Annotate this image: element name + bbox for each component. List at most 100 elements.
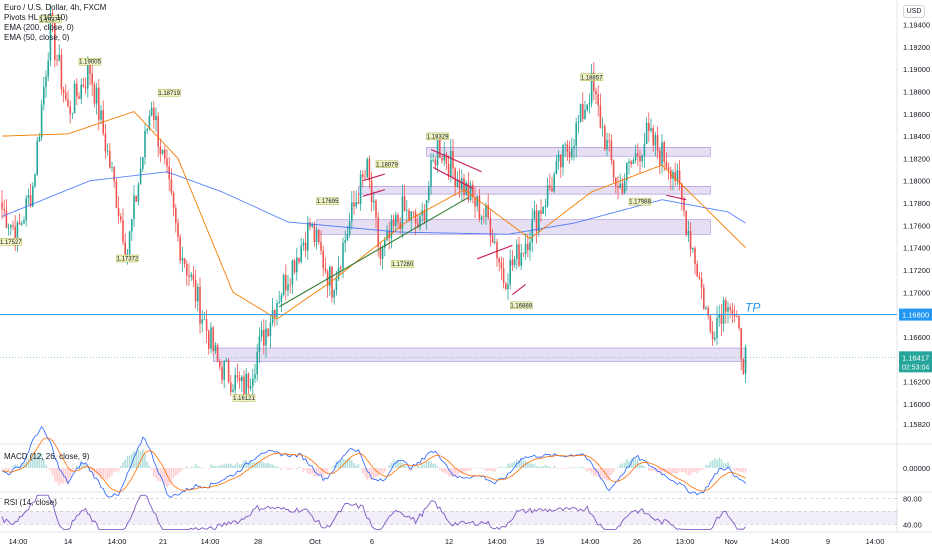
candle-body — [49, 13, 52, 61]
pivot-tag — [232, 394, 256, 402]
candle-body — [744, 347, 747, 374]
macd-histogram-bar — [344, 459, 346, 468]
candle-body — [672, 171, 674, 179]
macd-legend[interactable]: MACD (12, 26, close, 9) — [4, 452, 90, 461]
macd-histogram-bar — [551, 468, 553, 469]
macd-histogram-bar — [549, 466, 551, 468]
macd-histogram-bar — [725, 463, 727, 468]
candle-body — [505, 283, 507, 290]
macd-histogram-bar — [78, 466, 80, 468]
pivot-tag — [39, 15, 62, 23]
candle-body — [529, 242, 531, 251]
macd-histogram-bar — [718, 457, 720, 468]
candle-body — [293, 260, 296, 273]
candle-body — [205, 319, 208, 331]
indicator-ema200[interactable]: EMA (200, close, 0) — [4, 23, 74, 32]
indicator-pivots[interactable]: Pivots HL (10, 10) — [4, 13, 68, 22]
candle-body — [436, 138, 439, 166]
candle-body — [98, 87, 100, 120]
macd-histogram-bar — [146, 461, 148, 468]
macd-histogram-bar — [513, 461, 516, 468]
macd-histogram-bar — [421, 462, 423, 468]
candle-body — [126, 253, 129, 255]
macd-histogram-bar — [111, 468, 113, 476]
symbol-title[interactable]: Euro / U.S. Dollar, 4h, FXCM — [4, 3, 107, 12]
pivot-label: 1.18329 — [427, 134, 449, 140]
macd-histogram-bar — [302, 468, 305, 473]
candle-body — [27, 195, 30, 199]
price-tick-label: 1.17600 — [903, 221, 930, 230]
candle-body — [489, 218, 492, 237]
candle-body — [38, 137, 41, 142]
candle-body — [491, 236, 494, 243]
macd-histogram-bar — [260, 461, 263, 468]
macd-histogram-bar — [502, 467, 505, 468]
candle-body — [375, 200, 377, 218]
macd-histogram-bar — [604, 468, 606, 480]
macd-histogram-bar — [436, 466, 439, 468]
price-tick-label: 1.17200 — [903, 266, 930, 275]
macd-histogram-bar — [32, 452, 34, 468]
macd-histogram-bar — [736, 468, 738, 471]
macd-histogram-bar — [159, 468, 162, 482]
currency-button[interactable]: USD — [903, 5, 925, 18]
candle-body — [379, 246, 382, 259]
candle-body — [663, 142, 665, 162]
macd-histogram-bar — [298, 466, 300, 468]
macd-histogram-bar — [236, 462, 239, 468]
pivot-label: 1.17280 — [392, 262, 414, 268]
candle-body — [177, 222, 179, 238]
macd-histogram-bar — [379, 468, 382, 473]
candle-body — [661, 142, 663, 165]
candle-body — [221, 366, 223, 380]
rsi-legend[interactable]: RSI (14, close) — [4, 498, 57, 507]
candle-body — [412, 211, 415, 213]
macd-histogram-bar — [478, 467, 481, 469]
macd-histogram-bar — [465, 468, 467, 472]
candle-body — [106, 150, 109, 152]
candle-body — [353, 202, 355, 207]
candle-body — [199, 286, 201, 324]
candle-body — [469, 184, 472, 200]
macd-histogram-bar — [454, 468, 456, 476]
macd-histogram-bar — [441, 468, 443, 473]
macd-histogram-bar — [531, 463, 533, 468]
macd-histogram-bar — [496, 468, 498, 469]
price-axis[interactable]: 1.19400 1.19200 1.19000 1.18800 1.18600 1.184… — [899, 21, 932, 530]
macd-histogram-bar — [351, 460, 353, 468]
macd-histogram-bar — [7, 468, 10, 472]
candle-body — [586, 104, 588, 111]
macd-histogram-bar — [641, 464, 643, 468]
time-axis[interactable]: 14:00 14 14:00 21 14:00 28 Oct 6 12 14:00 19 14:00 2… — [9, 537, 885, 546]
candle-body — [689, 230, 692, 250]
indicator-ema50[interactable]: EMA (50, close, 0) — [4, 33, 70, 42]
candle-body — [120, 216, 122, 221]
macd-histogram-bar — [722, 462, 725, 468]
candle-body — [527, 243, 529, 251]
macd-histogram-bar — [115, 468, 118, 473]
macd-histogram-bar — [342, 458, 344, 468]
macd-histogram-bar — [489, 468, 492, 471]
candle-body — [1, 202, 3, 209]
macd-histogram-bar — [190, 467, 192, 468]
candle-body — [696, 264, 698, 277]
candle-body — [183, 258, 186, 265]
macd-histogram-bar — [456, 468, 459, 476]
candle-body — [170, 179, 173, 193]
macd-histogram-bar — [43, 458, 45, 468]
zone-box — [358, 186, 711, 195]
price-tick-label: 1.19200 — [903, 43, 930, 52]
candle-body — [626, 162, 628, 181]
macd-histogram-bar — [610, 468, 613, 476]
macd-histogram-bar — [359, 468, 362, 469]
candle-body — [645, 122, 648, 145]
candle-body — [219, 360, 221, 367]
macd-histogram-bar — [346, 458, 349, 468]
macd-histogram-bar — [744, 468, 747, 474]
macd-histogram-bar — [370, 468, 373, 481]
candle-body — [84, 87, 87, 89]
macd-histogram-bar — [142, 449, 144, 468]
candle-body — [230, 382, 232, 392]
candle-body — [315, 229, 318, 243]
